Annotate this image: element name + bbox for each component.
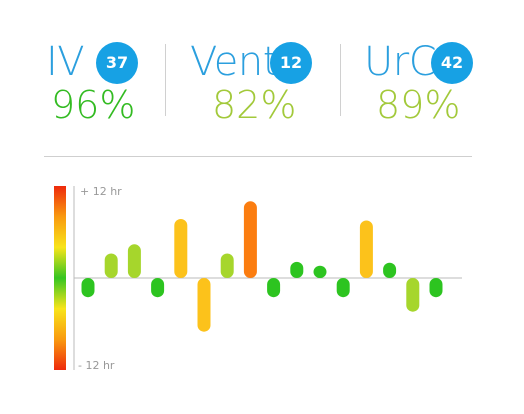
bar-9 [267,278,281,298]
metric-percent: 89% [376,83,461,127]
bar-15 [406,278,420,312]
metric-percent: 82% [212,83,297,127]
bar-chart: + 12 hr - 12 hr [54,185,462,372]
metric-label: IV [46,39,85,85]
bar-6 [197,278,211,332]
color-scale-bar [54,186,66,370]
bar-3 [127,244,141,278]
bar-10 [290,261,304,278]
count-badge: 42 [431,42,473,84]
metric-divider [165,44,166,116]
bar-1 [81,278,95,298]
bar-13 [359,220,373,278]
bar-14 [383,262,397,278]
bar-12 [336,278,350,298]
y-tick-bottom: - 12 hr [78,359,115,372]
section-divider [44,156,472,157]
metric-label: UrC [364,39,437,85]
count-badge: 37 [96,42,138,84]
bars-group [81,201,443,332]
metric-label: Vent [190,39,278,85]
metric-percent: 96% [51,83,136,127]
metric-vent: Vent 12 82% [190,38,340,128]
metric-urc: UrC 42 89% [364,38,514,128]
bar-4 [151,278,165,298]
bar-2 [104,253,118,278]
y-tick-top: + 12 hr [80,185,122,198]
bar-7 [220,253,234,278]
count-badge: 12 [270,42,312,84]
metric-divider [340,44,341,116]
bar-8 [243,201,257,278]
bar-11 [313,265,327,278]
bar-5 [174,219,188,278]
bar-16 [429,278,443,298]
metric-iv: IV 37 96% [46,38,196,128]
